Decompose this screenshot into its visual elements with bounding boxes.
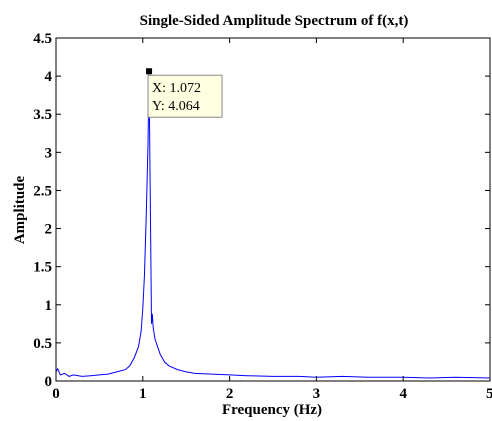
y-tick-label: 4 xyxy=(45,69,53,85)
y-tick-label: 0 xyxy=(45,374,53,390)
datatip[interactable]: X: 1.072 Y: 4.064 xyxy=(146,68,223,118)
plot-frame xyxy=(55,37,491,382)
x-tick-label: 2 xyxy=(226,386,234,402)
y-tick-label: 2 xyxy=(45,222,53,238)
y-tick-label: 1 xyxy=(45,298,53,314)
y-tick-label: 4.5 xyxy=(33,31,52,47)
datatip-marker xyxy=(146,68,153,75)
y-axis-ticks: 0 0.5 1 1.5 2 2.5 3 3.5 4 4.5 xyxy=(33,31,490,390)
x-tick-label: 4 xyxy=(399,386,407,402)
datatip-y-label: Y: 4.064 xyxy=(152,99,200,114)
x-axis-ticks: 0 1 2 3 4 5 xyxy=(52,38,492,402)
x-tick-label: 5 xyxy=(486,386,492,402)
x-axis-label: Frequency (Hz) xyxy=(222,402,322,418)
y-tick-label: 2.5 xyxy=(33,183,52,199)
x-tick-label: 3 xyxy=(313,386,321,402)
spectrum-line xyxy=(55,71,491,379)
plot-area xyxy=(55,71,491,379)
chart-title: Single-Sided Amplitude Spectrum of f(x,t… xyxy=(140,13,409,29)
datatip-x-label: X: 1.072 xyxy=(152,81,201,96)
y-tick-label: 3 xyxy=(45,145,53,161)
y-tick-label: 0.5 xyxy=(33,336,52,352)
datatip-box xyxy=(147,74,223,118)
x-tick-label: 1 xyxy=(139,386,147,402)
y-tick-label: 1.5 xyxy=(33,260,52,276)
y-axis-label: Amplitude xyxy=(12,175,28,244)
x-tick-label: 0 xyxy=(52,386,60,402)
y-tick-label: 3.5 xyxy=(33,107,52,123)
